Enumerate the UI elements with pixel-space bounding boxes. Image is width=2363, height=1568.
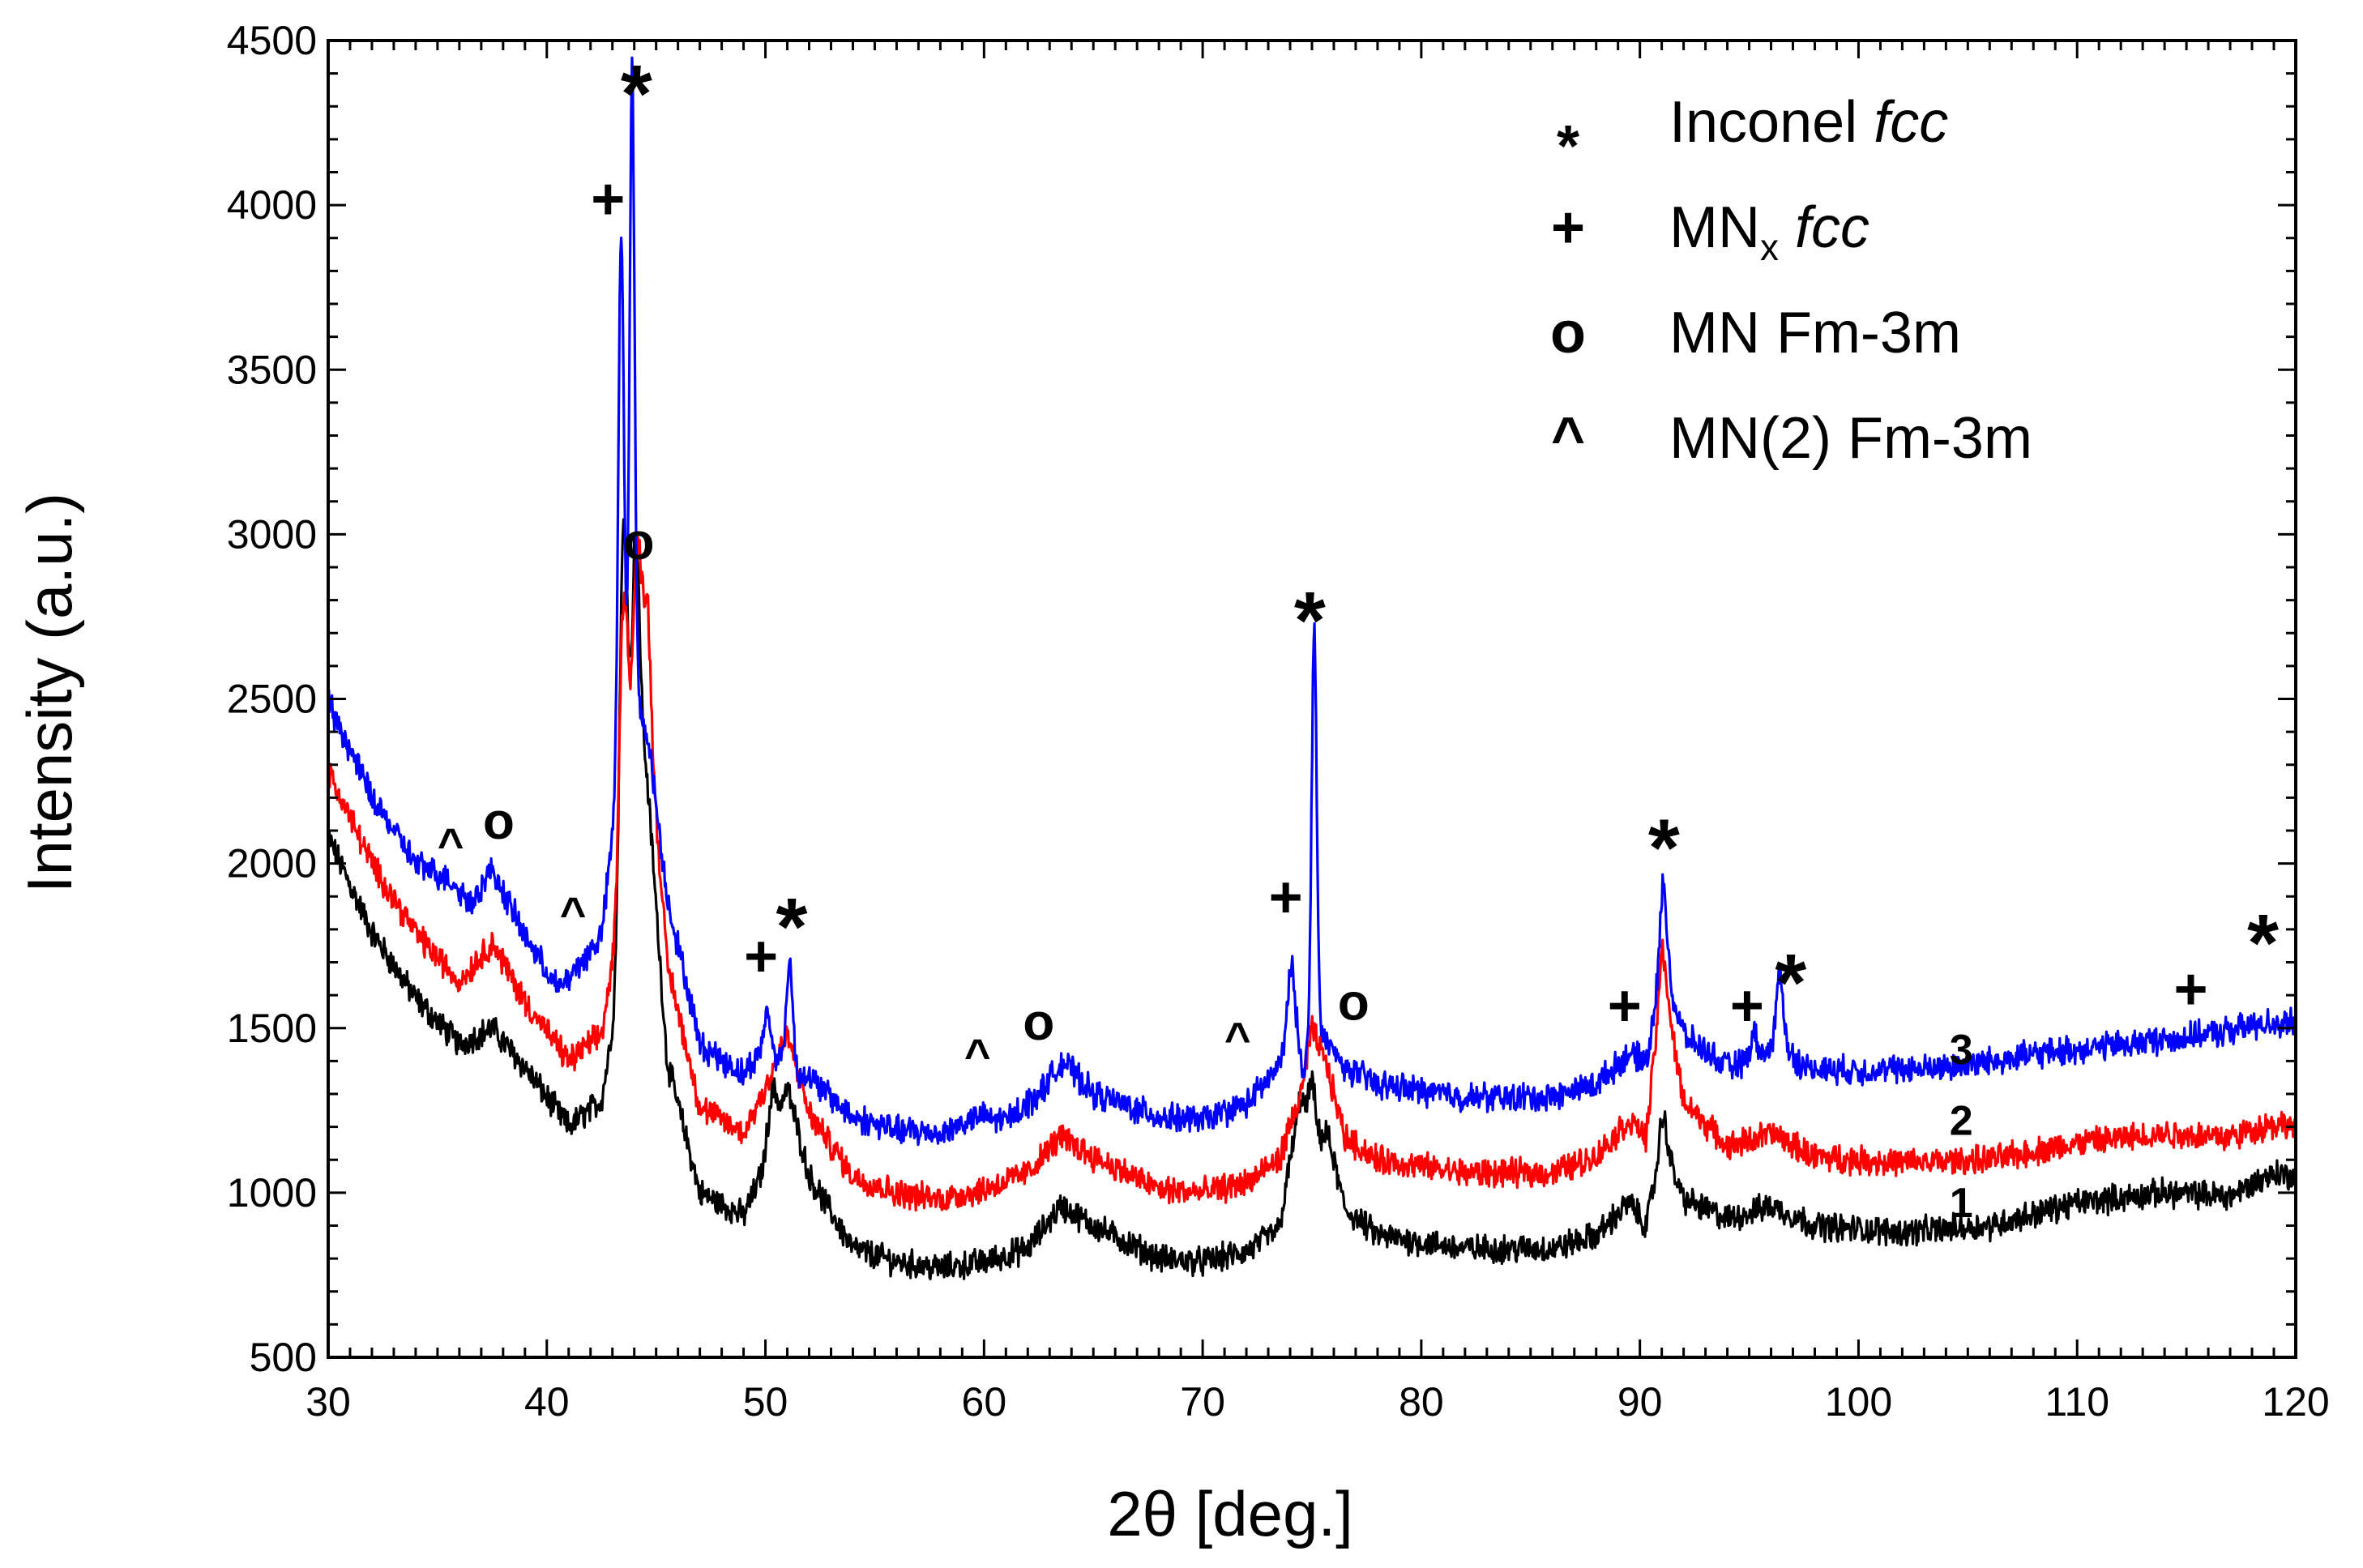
inconel-fcc-marker: * bbox=[776, 882, 807, 972]
phase-markers: *+o^ o^+*^o ^+*o +*+ * +* bbox=[438, 49, 2279, 1080]
y-tick-label: 2500 bbox=[227, 677, 317, 722]
mn2-fm3m-marker: ^ bbox=[560, 887, 587, 938]
legend-symbol: ^ bbox=[1551, 406, 1585, 471]
plot-series bbox=[327, 56, 2297, 1280]
inconel-fcc-marker: * bbox=[1775, 938, 1806, 1028]
x-axis-title: 2θ [deg.] bbox=[1107, 1478, 1353, 1549]
mnx-fcc-marker: + bbox=[591, 167, 625, 232]
mnx-fcc-marker: + bbox=[1608, 974, 1642, 1039]
x-tick-label: 40 bbox=[524, 1379, 570, 1425]
legend-symbol: + bbox=[1551, 195, 1585, 260]
mnx-fcc-marker: + bbox=[1269, 865, 1303, 929]
y-tick-label: 2000 bbox=[227, 841, 317, 887]
y-tick-label: 4000 bbox=[227, 182, 317, 228]
inconel-fcc-marker: * bbox=[1648, 802, 1680, 893]
x-tick-label: 70 bbox=[1180, 1379, 1225, 1425]
mn2-fm3m-marker: ^ bbox=[438, 818, 464, 869]
mn2-fm3m-marker: ^ bbox=[1224, 1013, 1251, 1064]
inconel-fcc-marker: * bbox=[621, 49, 652, 139]
legend-entry-text: MNx fcc bbox=[1669, 195, 1869, 268]
x-tick-label: 90 bbox=[1617, 1379, 1663, 1425]
inconel-fcc-marker: * bbox=[2247, 898, 2279, 989]
y-tick-label: 3500 bbox=[227, 347, 317, 392]
x-tick-label: 30 bbox=[306, 1379, 351, 1425]
x-tick-label: 80 bbox=[1399, 1379, 1444, 1425]
legend-symbol: o bbox=[1550, 301, 1586, 365]
y-tick-label: 1000 bbox=[227, 1170, 317, 1216]
mnx-fcc-marker: + bbox=[2173, 957, 2207, 1022]
y-axis-title: Intensity (a.u.) bbox=[14, 493, 85, 893]
y-tick-label: 1500 bbox=[227, 1006, 317, 1051]
tick-labels: 30 40 50 60 70 80 90 100 110 120 500 1000 1500 2000 25… bbox=[227, 18, 2330, 1425]
series-line-3 bbox=[327, 56, 2297, 1147]
y-tick-label: 4500 bbox=[227, 18, 317, 63]
inconel-fcc-marker: * bbox=[1294, 575, 1326, 666]
legend-symbol: * bbox=[1557, 114, 1579, 179]
legend-entry-text: MN(2) Fm-3m bbox=[1669, 406, 2032, 471]
curve-label-3: 3 bbox=[1950, 1027, 1973, 1074]
mn-fm3m-marker: o bbox=[483, 792, 515, 850]
mnx-fcc-marker: + bbox=[1730, 974, 1764, 1039]
x-tick-label: 110 bbox=[2045, 1379, 2109, 1425]
mnx-fcc-marker: + bbox=[744, 925, 778, 989]
x-tick-label: 60 bbox=[962, 1379, 1007, 1425]
y-tick-label: 3000 bbox=[227, 511, 317, 557]
axis-ticks bbox=[327, 39, 2297, 1359]
mn-fm3m-marker: o bbox=[1023, 993, 1054, 1051]
legend: * Inconel fcc + MNx fcc o MN Fm-3m ^ MN(2) Fm-3… bbox=[1550, 90, 2032, 471]
legend-entry-text: MN Fm-3m bbox=[1669, 301, 1961, 365]
y-tick-label: 500 bbox=[250, 1335, 317, 1380]
curve-label-1: 1 bbox=[1950, 1180, 1973, 1227]
mn2-fm3m-marker: ^ bbox=[964, 1029, 991, 1080]
curve-label-2: 2 bbox=[1950, 1098, 1973, 1145]
x-tick-label: 50 bbox=[743, 1379, 788, 1425]
mn-fm3m-marker: o bbox=[623, 512, 655, 570]
mn-fm3m-marker: o bbox=[1338, 973, 1370, 1032]
x-tick-label: 100 bbox=[1825, 1379, 1892, 1425]
curve-labels: 3 2 1 bbox=[1950, 1027, 1973, 1227]
x-tick-label: 120 bbox=[2262, 1379, 2329, 1425]
legend-entry-text: Inconel fcc bbox=[1669, 90, 1948, 155]
series-line-1 bbox=[327, 518, 2297, 1280]
